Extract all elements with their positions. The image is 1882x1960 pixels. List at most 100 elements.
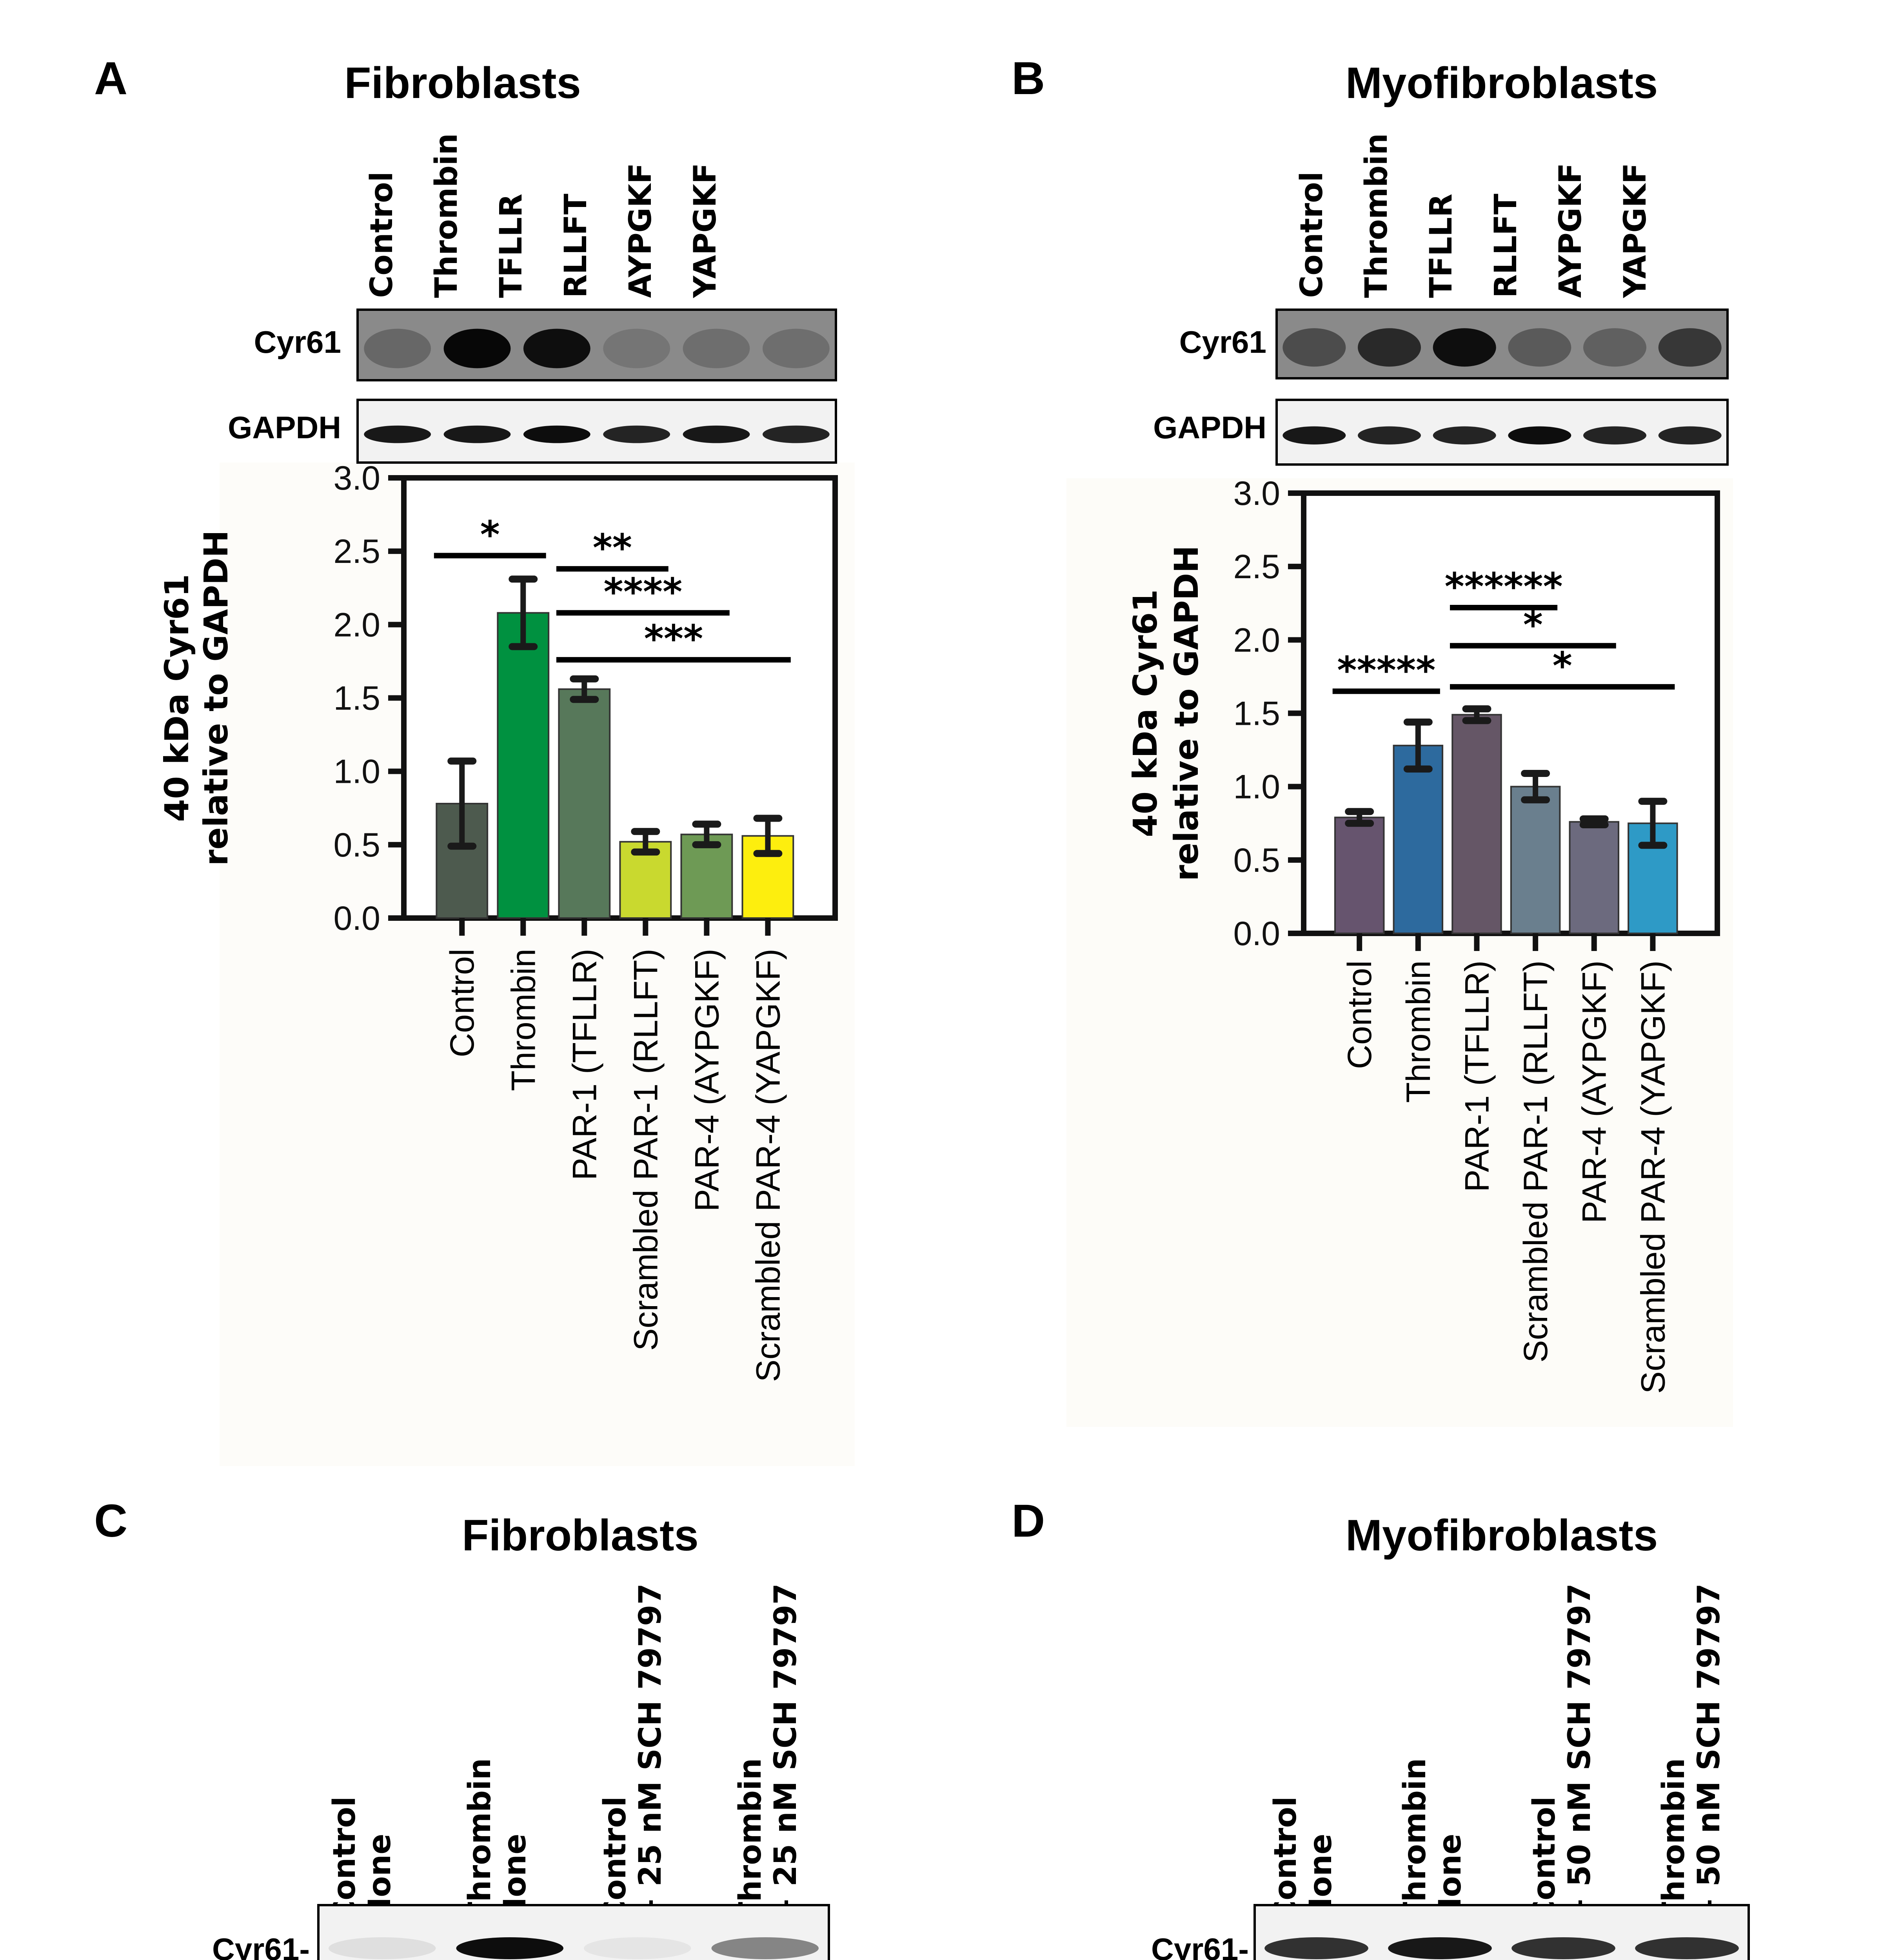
x-category-label: PAR-1 (TFLLR)	[566, 949, 603, 1180]
y-axis-label: 40 kDa Cyr61	[1126, 589, 1164, 837]
blot-band	[683, 425, 750, 443]
y-tick-label: 0.5	[1233, 842, 1280, 879]
blot-lane-label: AYPGKF	[623, 163, 658, 298]
blot-band	[523, 425, 590, 443]
blot-band	[329, 1937, 436, 1959]
blot-band	[1635, 1937, 1739, 1959]
bar-chart: 0.0 0.5 1.0 1.5 2.0 2.5 3.0 40 kDa Cyr61 relativ…	[158, 459, 838, 1382]
blot-frame	[356, 399, 837, 464]
western-blot-strip	[356, 399, 837, 464]
blot-lane-label: Control	[1527, 1797, 1562, 1923]
x-category-label: Scrambled PAR-4 (YAPGKF)	[749, 949, 787, 1382]
blot-lane-label: YAPGKF	[1618, 163, 1653, 298]
y-tick-label: 2.5	[333, 533, 380, 570]
blot-band	[762, 425, 830, 443]
blot-band	[1283, 328, 1346, 367]
bar	[558, 688, 611, 919]
panel-letter: C	[94, 1495, 127, 1547]
blot-band	[603, 328, 670, 368]
blot-band	[683, 328, 750, 368]
blot-row-label: Cyr61	[254, 325, 341, 359]
blot-lane-label: Thrombin	[462, 1758, 498, 1923]
panel-a: A Fibroblasts Control Thrombin TFLLR RLLFT AYP…	[94, 53, 838, 1382]
y-tick-label: 2.0	[1233, 621, 1280, 659]
significance-label: *	[1523, 603, 1543, 647]
blot-band	[603, 425, 670, 443]
blot-band	[1583, 426, 1646, 445]
blot-band	[1433, 328, 1496, 367]
blot-band	[1433, 426, 1496, 445]
panel-title: Myofibroblasts	[1346, 1511, 1658, 1560]
y-axis-label: relative to GAPDH	[197, 530, 235, 866]
blot-band	[1511, 1937, 1615, 1959]
y-tick-label: 1.0	[333, 753, 380, 791]
blot-band	[584, 1937, 691, 1959]
blot-lane-label: + 50 nM SCH 79797	[1562, 1583, 1597, 1923]
bar	[1569, 821, 1619, 934]
blot-frame	[317, 1904, 830, 1960]
blot-row-label: Cyr61-	[212, 1932, 310, 1960]
blot-lane-label: TFLLR	[494, 194, 529, 298]
bar	[1334, 817, 1385, 934]
western-blot-strip	[1275, 309, 1729, 379]
western-blot-strip	[356, 309, 837, 381]
blot-lane-label: YAPGKF	[688, 163, 723, 298]
blot-lane-label: Control	[1268, 1797, 1303, 1923]
y-tick-label: 1.5	[1233, 695, 1280, 733]
y-tick-label: 2.5	[1233, 548, 1280, 586]
blot-lane-label: RLLFT	[558, 194, 594, 298]
western-blot-strip	[1253, 1904, 1750, 1960]
significance-label: *	[480, 513, 500, 557]
bar	[1510, 786, 1561, 934]
blot-band	[1388, 1937, 1492, 1959]
y-tick-label: 0.5	[333, 826, 380, 864]
blot-band	[456, 1937, 563, 1959]
significance-label: ***	[644, 617, 703, 661]
blot-lane-label: TFLLR	[1424, 194, 1459, 298]
blot-band	[1583, 328, 1646, 367]
panel-title: Myofibroblasts	[1346, 58, 1658, 107]
bar	[1451, 714, 1502, 934]
blot-lane-label: Control	[598, 1797, 633, 1923]
blot-band	[443, 425, 511, 443]
y-tick-label: 3.0	[333, 459, 380, 497]
bar-chart: 0.0 0.5 1.0 1.5 2.0 2.5 3.0 40 kDa Cyr61 relativ…	[1126, 475, 1720, 1394]
bar	[1393, 744, 1444, 935]
y-tick-label: 3.0	[1233, 475, 1280, 512]
blot-lane-label: Thrombin	[1656, 1758, 1691, 1923]
x-category-label: Control	[1341, 960, 1379, 1069]
significance-label: ****	[603, 570, 682, 614]
x-category-label: Scrambled PAR-1 (RLLFT)	[627, 949, 665, 1351]
x-category-label: Scrambled PAR-4 (YAPGKF)	[1634, 960, 1672, 1394]
blot-band	[1658, 426, 1722, 445]
panel-title: Fibroblasts	[344, 58, 581, 107]
blot-lane-label: Control	[1294, 172, 1330, 298]
y-tick-label: 1.0	[1233, 768, 1280, 806]
y-axis-label: 40 kDa Cyr61	[158, 574, 196, 822]
blot-band	[1508, 426, 1571, 445]
blot-row-label: GAPDH	[228, 410, 341, 445]
blot-band	[1264, 1937, 1368, 1959]
panel-title: Fibroblasts	[462, 1511, 699, 1560]
y-tick-label: 0.0	[333, 900, 380, 937]
blot-lane-label: Thrombin	[1397, 1758, 1433, 1923]
blot-band	[1358, 328, 1421, 367]
blot-band	[523, 328, 590, 368]
y-tick-label: 0.0	[1233, 915, 1280, 953]
significance-label: *	[1553, 644, 1572, 688]
panel-letter: B	[1012, 53, 1045, 104]
blot-band	[1508, 328, 1571, 367]
x-category-label: Thrombin	[1400, 960, 1437, 1103]
western-blot-strip	[1275, 399, 1729, 466]
blot-row-label: GAPDH	[1153, 410, 1266, 445]
blot-lane-label: Control	[327, 1797, 362, 1923]
bar	[497, 612, 550, 919]
y-tick-label: 2.0	[333, 606, 380, 644]
blot-lane-label: Thrombin	[733, 1758, 768, 1923]
blot-row-label: Cyr61-	[1151, 1932, 1249, 1960]
blot-band	[364, 425, 431, 443]
blot-frame	[356, 309, 837, 381]
blot-frame	[1275, 399, 1729, 466]
x-category-label: PAR-4 (AYPGKF)	[1576, 960, 1613, 1223]
